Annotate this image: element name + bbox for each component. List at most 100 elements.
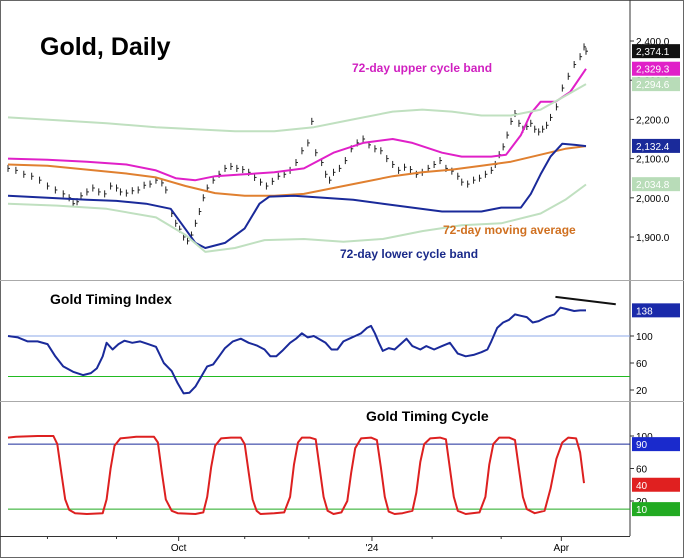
price-bar-60 [338, 164, 342, 172]
price-bar-99 [542, 125, 545, 133]
timing-cycle-value-tag-1 [632, 477, 680, 492]
price-bar-52 [301, 147, 304, 155]
price-bar-75 [427, 164, 431, 172]
price-bar-47 [271, 177, 275, 185]
price-bar-98 [538, 128, 541, 136]
annotation-lower-cycle-band: 72-day lower cycle band [340, 247, 478, 261]
price-bar-59 [332, 168, 336, 176]
timing-index-ytick-label-1: 60 [636, 359, 648, 370]
price-bar-37 [212, 176, 216, 184]
price-bar-23 [149, 180, 153, 188]
price-bar-20 [131, 187, 135, 195]
price-value-tag-label-2: 2,294.6 [636, 80, 670, 91]
price-bar-105 [573, 60, 577, 69]
timing-index-trend-line [555, 295, 616, 306]
price-bar-61 [344, 157, 348, 165]
price-bar-3 [31, 172, 34, 180]
price-bar-67 [380, 147, 383, 155]
price-bar-55 [315, 149, 318, 157]
price-bar-101 [549, 113, 553, 121]
price-bar-21 [137, 186, 141, 194]
price-bar-41 [236, 164, 239, 172]
price-value-tag-label-0: 2,374.1 [636, 47, 670, 58]
price-bar-8 [68, 194, 72, 202]
price-bar-70 [398, 166, 401, 174]
price-bar-84 [478, 174, 482, 182]
price-bar-11 [80, 192, 83, 200]
timing-index-value-tag-label-0: 138 [636, 306, 653, 317]
price-bar-22 [143, 181, 147, 189]
xtick-label-2: Apr [554, 543, 570, 554]
price-bar-89 [502, 143, 506, 151]
price-bar-40 [230, 162, 233, 170]
price-value-tag-1 [632, 61, 680, 76]
timing-cycle-value-tag-label-2: 10 [636, 505, 648, 516]
price-series-5 [7, 183, 587, 253]
timing-index-ytick-label-0: 20 [636, 386, 648, 397]
timing-cycle-value-tag-0 [632, 437, 680, 452]
price-series-4 [7, 83, 587, 133]
price-ytick-label-5: 2,400.0 [636, 37, 670, 48]
price-bar-35 [202, 194, 206, 202]
price-bar-104 [567, 72, 571, 80]
price-bar-2 [23, 170, 26, 178]
price-bar-86 [490, 166, 494, 174]
price-bar-69 [392, 160, 395, 169]
price-ytick-label-2: 2,100.0 [636, 155, 670, 166]
timing-cycle-value-tag-label-0: 90 [636, 440, 648, 451]
price-bar-83 [473, 176, 476, 184]
labels-layer: 1,900.02,000.02,100.02,200.02,300.02,400… [171, 37, 680, 554]
price-bar-0 [7, 164, 10, 172]
price-bar-19 [125, 189, 129, 197]
price-bar-102 [555, 103, 559, 111]
price-bar-106 [579, 53, 583, 61]
price-bar-77 [439, 157, 443, 165]
price-bar-57 [325, 170, 328, 178]
price-bar-56 [321, 158, 324, 167]
annotation-upper-cycle-band: 72-day upper cycle band [352, 61, 492, 75]
price-value-tag-label-1: 2,329.3 [636, 65, 670, 76]
xtick-label-1: '24 [365, 543, 378, 554]
price-bar-45 [260, 178, 263, 186]
price-bar-103 [561, 84, 565, 92]
price-bar-51 [295, 158, 299, 167]
price-bar-44 [254, 173, 257, 181]
price-bar-72 [409, 166, 413, 174]
price-bar-100 [546, 121, 549, 129]
timing-cycle-ytick-label-1: 60 [636, 465, 648, 476]
price-value-tag-label-3: 2,132.4 [636, 142, 670, 153]
price-bar-93 [518, 119, 521, 127]
timing-index-series-0 [7, 306, 586, 395]
price-bar-14 [98, 188, 101, 196]
price-value-tag-0 [632, 44, 680, 59]
price-bar-4 [39, 176, 42, 184]
price-bar-26 [165, 186, 168, 194]
price-bar-53 [307, 139, 310, 147]
price-bar-108 [585, 47, 588, 55]
price-value-tag-2 [632, 77, 680, 92]
timing-cycle-value-tag-2 [632, 502, 680, 517]
price-bar-82 [467, 180, 470, 188]
price-bar-90 [506, 131, 510, 139]
price-bar-64 [362, 135, 366, 143]
price-bar-34 [198, 207, 202, 216]
price-ytick-label-3: 2,200.0 [636, 115, 670, 126]
price-bar-31 [187, 237, 190, 245]
price-bar-15 [104, 190, 107, 198]
price-bar-80 [457, 172, 460, 180]
price-bar-107 [583, 43, 587, 51]
price-bar-91 [510, 117, 514, 125]
price-bar-7 [62, 190, 66, 198]
price-bar-5 [46, 182, 50, 190]
price-series-2 [7, 145, 587, 197]
price-bar-46 [265, 182, 269, 190]
price-bar-97 [534, 125, 537, 133]
timing-cycle-title: Gold Timing Cycle [366, 408, 489, 424]
price-bar-13 [92, 184, 95, 192]
price-value-tag-label-4: 2,034.8 [636, 180, 670, 191]
price-bar-1 [15, 166, 18, 174]
price-bar-18 [119, 188, 123, 196]
price-bar-96 [530, 119, 533, 127]
